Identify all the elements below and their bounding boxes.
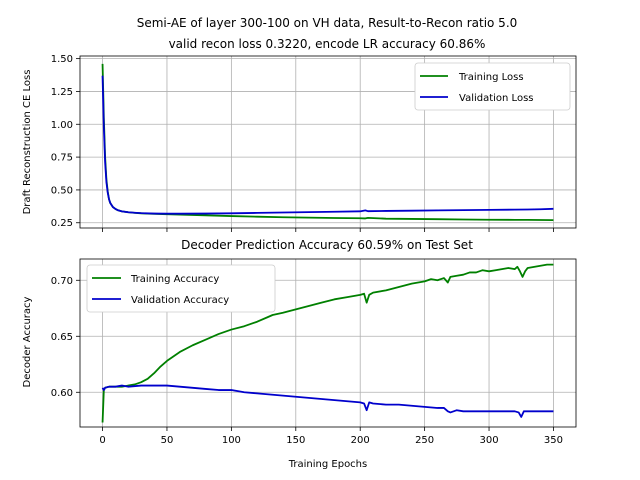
accuracy-legend: Training Accuracy Validation Accuracy xyxy=(86,264,276,313)
series-line-validation-accuracy xyxy=(101,384,554,418)
y-tick-label: 0.75 xyxy=(51,153,73,164)
loss-y-axis-label: Draft Reconstruction CE Loss xyxy=(22,70,33,215)
y-tick-label: 0.50 xyxy=(51,185,73,196)
y-tick-label: 0.70 xyxy=(51,276,73,287)
accuracy-axis-ticks: 0 50 100 150 200 250 300 350 0.60 0.65 0.70 xyxy=(51,276,563,446)
accuracy-series xyxy=(101,263,554,423)
accuracy-chart-title: Decoder Prediction Accuracy 60.59% on Te… xyxy=(181,238,473,252)
y-tick-label: 1.00 xyxy=(51,120,73,131)
x-tick-label: 100 xyxy=(222,435,241,446)
y-tick-label: 0.65 xyxy=(51,332,73,343)
loss-chart-title-line1: Semi-AE of layer 300-100 on VH data, Res… xyxy=(137,16,518,30)
accuracy-y-axis-label: Decoder Accuracy xyxy=(22,296,33,387)
y-tick-label: 0.25 xyxy=(51,218,73,229)
accuracy-subplot: Decoder Prediction Accuracy 60.59% on Te… xyxy=(22,238,577,470)
accuracy-x-axis-label: Training Epochs xyxy=(288,459,367,470)
legend-label-training-loss: Training Loss xyxy=(458,72,524,83)
loss-legend-box xyxy=(414,62,571,111)
loss-legend: Training Loss Validation Loss xyxy=(414,62,571,111)
series-line-training-accuracy xyxy=(101,263,554,423)
loss-subplot: Semi-AE of layer 300-100 on VH data, Res… xyxy=(22,16,577,232)
loss-chart-title-line2: valid recon loss 0.3220, encode LR accur… xyxy=(169,37,486,51)
loss-plot-frame xyxy=(79,55,577,229)
x-tick-label: 200 xyxy=(351,435,370,446)
y-tick-label: 1.25 xyxy=(51,87,73,98)
y-tick-label: 1.50 xyxy=(51,54,73,65)
legend-label-training-accuracy: Training Accuracy xyxy=(130,274,219,285)
x-tick-label: 250 xyxy=(415,435,434,446)
accuracy-legend-box xyxy=(86,264,276,313)
x-tick-label: 50 xyxy=(161,435,174,446)
x-tick-label: 0 xyxy=(99,435,105,446)
x-tick-label: 350 xyxy=(544,435,563,446)
accuracy-grid xyxy=(80,259,576,427)
legend-label-validation-loss: Validation Loss xyxy=(459,93,534,104)
loss-series xyxy=(101,63,554,222)
loss-axis-ticks: 0.25 0.50 0.75 1.00 1.25 1.50 xyxy=(51,54,554,232)
series-line-validation-loss xyxy=(101,75,554,215)
x-tick-label: 150 xyxy=(286,435,305,446)
x-tick-label: 300 xyxy=(479,435,498,446)
y-tick-label: 0.60 xyxy=(51,388,73,399)
legend-label-validation-accuracy: Validation Accuracy xyxy=(131,295,229,306)
accuracy-plot-frame xyxy=(79,258,577,428)
